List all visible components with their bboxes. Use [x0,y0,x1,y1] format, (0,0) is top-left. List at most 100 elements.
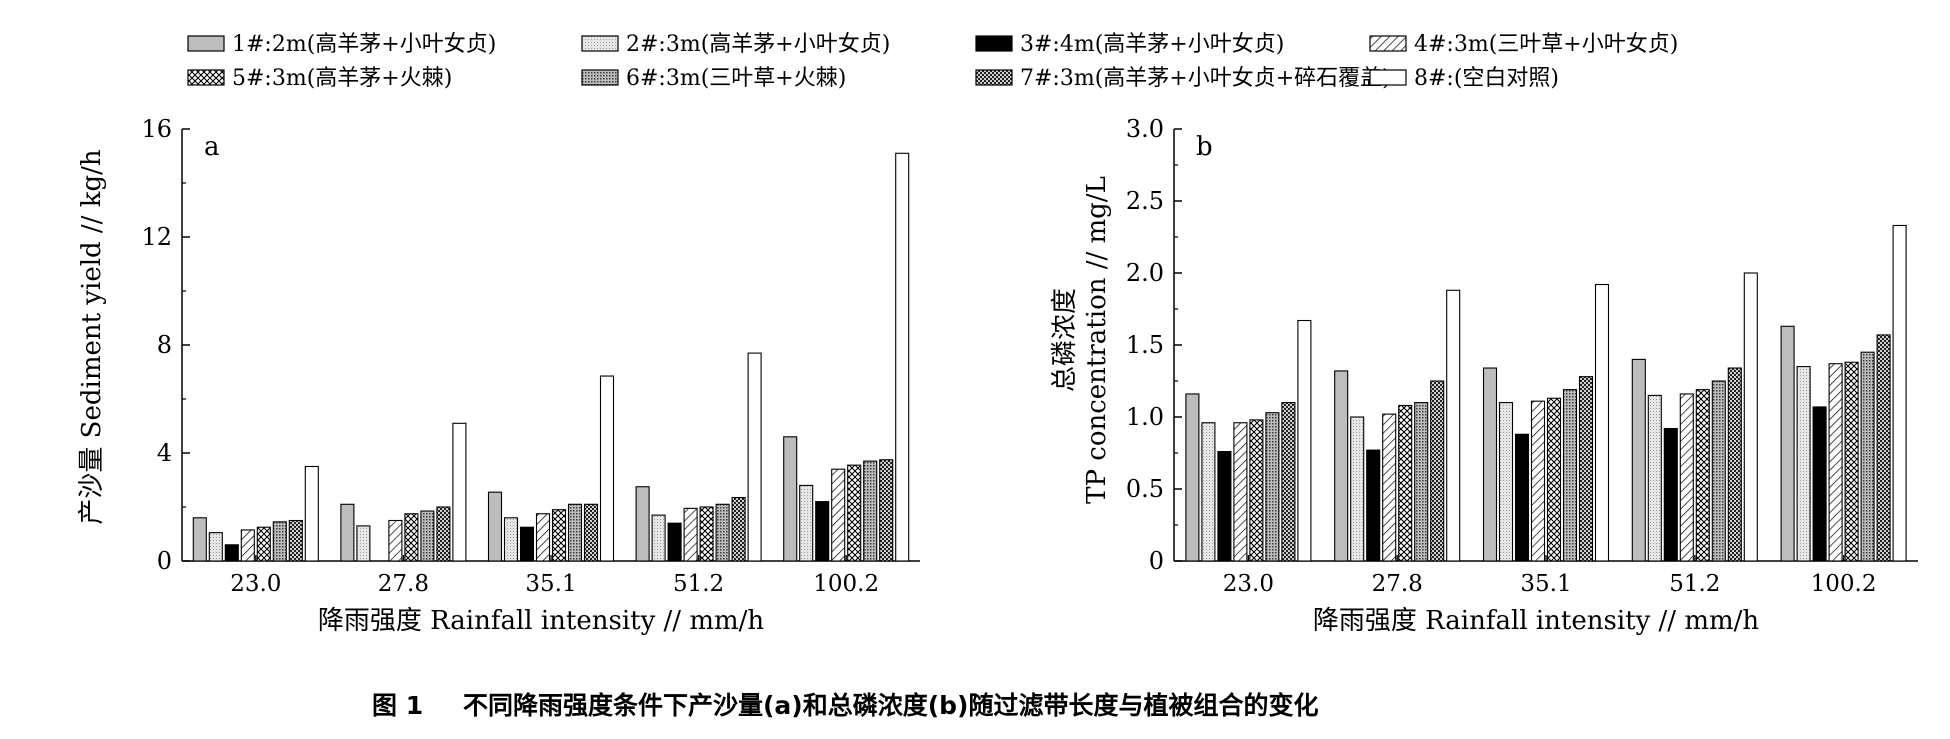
x-tick-label: 35.1 [525,571,576,597]
legend-item: 8#:(空白对照) [1369,66,1559,91]
x-tick-label: 27.8 [378,571,429,597]
panel-a-sediment-yield: 0 4 8 12 16 23.0 27.8 35.1 51.2 100.2 a 降雨强度 Rainfa… [77,115,920,636]
legend-item: 4#:3m(三叶草+小叶女贞) [1369,32,1678,57]
bar [535,513,551,562]
legend: 1#:2m(高羊茅+小叶女贞) 2#:3m(高羊茅+小叶女贞) 3#:4m(高羊茅+… [187,32,1678,91]
bar [1828,363,1843,562]
bar [208,532,223,562]
bar [340,503,355,562]
bar [1578,376,1594,562]
bar [783,436,798,562]
y-tick-label: 4 [157,439,172,467]
bar [487,491,503,562]
y-axis-title-english: TP concentration // mg/L [1082,176,1112,504]
bar [1727,367,1742,562]
y-tick-label: 0 [1149,547,1164,575]
x-tick-label: 100.2 [813,571,879,597]
bar [256,526,271,562]
x-tick-label: 51.2 [1669,571,1720,597]
bar [1796,366,1811,562]
legend-swatch [187,69,225,86]
bar [1546,397,1562,562]
legend-label: 5#:3m(高羊茅+火棘) [232,66,452,91]
bar [1201,422,1216,562]
bar [731,496,746,562]
caption-number: 图 1 [372,691,423,720]
y-tick-label: 1.5 [1126,331,1164,359]
bar [240,529,255,562]
bar [1860,351,1875,562]
y-tick-label: 2.5 [1126,187,1164,215]
bar [436,506,451,562]
legend-item: 2#:3m(高羊茅+小叶女贞) [581,32,890,57]
bar [288,519,303,562]
bar [1446,289,1461,562]
bar [1398,404,1413,562]
bar [1594,283,1610,562]
legend-item: 3#:4m(高羊茅+小叶女贞) [975,32,1284,57]
bar [1233,422,1248,562]
bar [747,352,762,562]
bar [1743,272,1758,562]
bar [1414,402,1429,562]
legend-swatch [1369,69,1407,86]
bar [1514,433,1530,562]
y-tick-label: 12 [141,223,172,251]
legend-swatch [1369,35,1407,52]
bar [192,517,207,562]
y-tick-label: 0.5 [1126,475,1164,503]
bar [635,486,650,562]
bar [1185,393,1200,562]
bar [815,501,830,562]
bar [715,503,730,562]
x-tick-label: 51.2 [673,571,724,597]
bar [831,468,846,562]
legend-label: 2#:3m(高羊茅+小叶女贞) [626,32,890,57]
x-tick-label: 23.0 [230,571,281,597]
bar [1562,389,1578,562]
caption-text: 不同降雨强度条件下产沙量(a)和总磷浓度(b)随过滤带长度与植被组合的变化 [463,691,1318,720]
x-tick-label: 100.2 [1811,571,1877,597]
bar [224,544,239,562]
x-tick-label: 23.0 [1223,571,1274,597]
bar [1663,427,1678,562]
bar [1249,419,1264,562]
bar [388,519,403,562]
x-tick-label: 27.8 [1372,571,1423,597]
bar [1382,413,1397,562]
bar [1679,393,1694,562]
bar [1711,380,1726,562]
bar [599,375,615,562]
x-axis-title: 降雨强度 Rainfall intensity // mm/h [1313,606,1760,636]
legend-label: 6#:3m(三叶草+火棘) [626,66,846,91]
legend-item: 7#:3m(高羊茅+小叶女贞+碎石覆盖) [975,66,1391,91]
y-tick-label: 16 [141,115,172,143]
legend-swatch [581,69,619,86]
y-tick-label: 0 [157,547,172,575]
bar [1334,370,1349,562]
bar [304,465,319,562]
y-tick-label: 2.0 [1126,259,1164,287]
y-tick-label: 8 [157,331,172,359]
bar [1812,406,1827,562]
y-axis-title: 产沙量 Sediment yield // kg/h [77,149,107,524]
bar [1350,416,1365,562]
bar [272,521,287,562]
bar [503,517,519,562]
legend-label: 8#:(空白对照) [1414,66,1559,91]
bar [1217,451,1232,562]
legend-swatch [187,35,225,52]
legend-label: 4#:3m(三叶草+小叶女贞) [1414,32,1678,57]
bar [847,464,862,562]
legend-label: 1#:2m(高羊茅+小叶女贞) [232,32,496,57]
bar [1647,394,1662,562]
legend-label: 7#:3m(高羊茅+小叶女贞+碎石覆盖) [1020,66,1391,91]
legend-item: 1#:2m(高羊茅+小叶女贞) [187,32,496,57]
bar [879,459,894,562]
bar [404,513,419,562]
bar [699,506,714,562]
bar [583,503,599,562]
bar [1631,358,1646,562]
bar [799,484,814,562]
bar [1844,361,1859,562]
